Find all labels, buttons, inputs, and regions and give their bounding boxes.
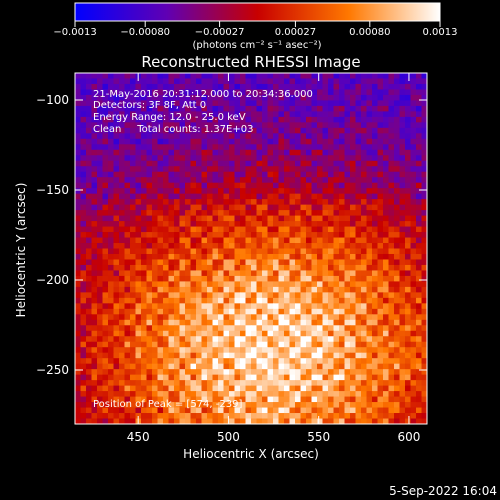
x-tick-label: 550: [307, 430, 330, 444]
colorbar-tick-label: 0.00080: [349, 27, 390, 38]
heatmap-image: [75, 73, 427, 424]
annotation-detectors: Detectors: 3F 8F, Att 0: [93, 100, 206, 111]
colorbar-tick-label: 0.0013: [423, 27, 458, 38]
y-tick-label: −100: [36, 93, 69, 107]
colorbar-unit-label: (photons cm⁻² s⁻¹ asec⁻²): [192, 40, 321, 51]
colorbar-tick-label: −0.0013: [53, 27, 96, 38]
x-axis-label: Heliocentric X (arcsec): [183, 447, 319, 461]
x-tick-label: 500: [217, 430, 240, 444]
plot-frame: [74, 72, 428, 425]
colorbar-tick-label: −0.00080: [120, 27, 170, 38]
x-tick-label: 600: [397, 430, 420, 444]
chart-title: Reconstructed RHESSI Image: [141, 53, 360, 71]
colorbar-tick-label: 0.00027: [275, 27, 316, 38]
x-tick-label: 450: [127, 430, 150, 444]
y-axis-label: Heliocentric Y (arcsec): [14, 183, 28, 318]
colorbar-tick-label: −0.00027: [195, 27, 245, 38]
peak-position-label: Position of Peak = [574, -239]: [93, 399, 242, 410]
y-tick-label: −250: [36, 363, 69, 377]
annotation-total-counts: Clean Total counts: 1.37E+03: [93, 124, 253, 135]
colorbar-ticks: −0.0013 −0.00080 −0.00027 0.00027 0.00080 0.0…: [53, 21, 458, 38]
annotation-energy-range: Energy Range: 12.0 - 25.0 keV: [93, 112, 246, 123]
axes: 450 500 550 600 −100 −150 −200 −250: [36, 73, 427, 444]
footer-date: 5-Sep-2022 16:04: [389, 484, 497, 498]
annotation-time-range: 21-May-2016 20:31:12.000 to 20:34:36.000: [93, 89, 313, 100]
colorbar: [74, 2, 441, 22]
y-tick-label: −200: [36, 273, 69, 287]
y-tick-label: −150: [36, 183, 69, 197]
